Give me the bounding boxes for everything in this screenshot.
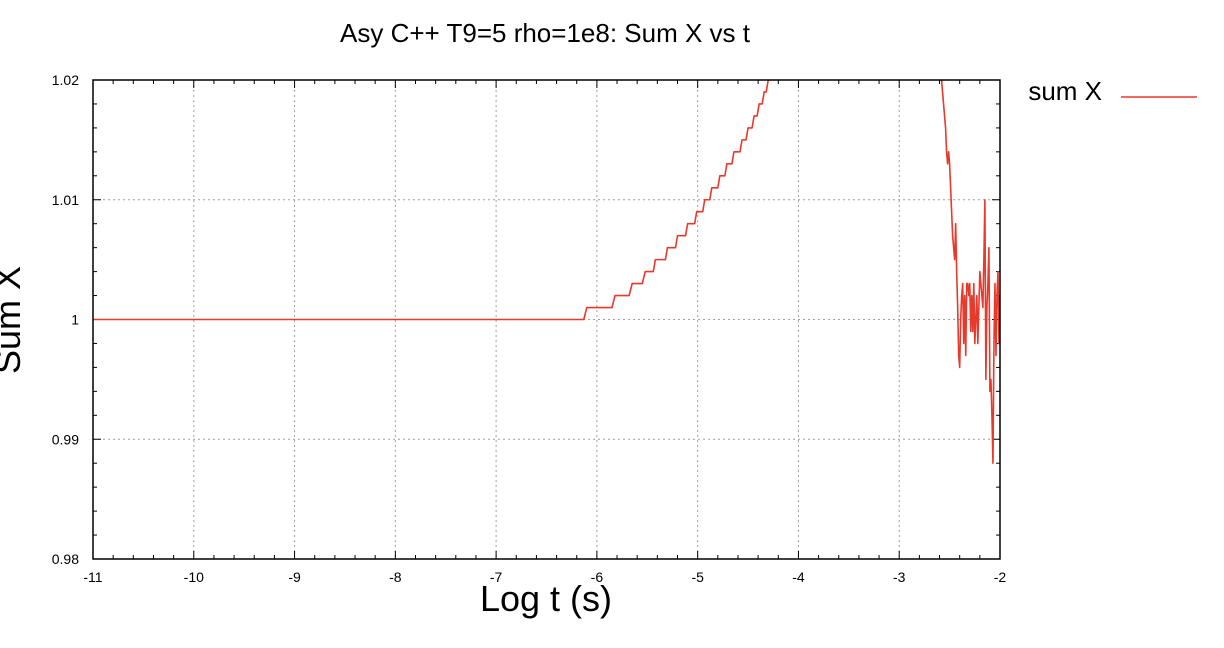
x-axis-label: Log t (s) <box>480 578 612 619</box>
x-tick-label: -9 <box>288 569 301 585</box>
y-axis-label: Sum X <box>0 266 28 374</box>
y-tick-label: 1.02 <box>52 72 79 88</box>
x-tick-label: -3 <box>893 569 906 585</box>
x-tick-label: -6 <box>591 569 604 585</box>
legend-label-sum-x: sum X <box>1028 76 1102 106</box>
legend: sum X <box>1028 76 1197 106</box>
series-layer <box>93 80 1000 464</box>
series-line-sum-x <box>93 80 1000 464</box>
y-tick-label: 1.01 <box>52 192 79 208</box>
x-tick-label: -7 <box>490 569 503 585</box>
x-tick-label: -10 <box>184 569 204 585</box>
y-tick-label: 0.98 <box>52 551 79 567</box>
x-tick-label: -11 <box>83 569 102 585</box>
y-tick-label: 0.99 <box>52 431 79 447</box>
plot-frame <box>92 79 1001 560</box>
chart-title: Asy C++ T9=5 rho=1e8: Sum X vs t <box>340 18 751 48</box>
x-tick-label: -8 <box>389 569 402 585</box>
tick-labels: -11 -10 -9 -8 -7 -6 -5 -4 -3 -2 0.98 0.99 1 1.01 1.02 <box>52 72 1007 585</box>
y-tick-label: 1 <box>71 312 79 328</box>
x-tick-label: -4 <box>792 569 805 585</box>
x-tick-label: -5 <box>691 569 704 585</box>
x-tick-label: -2 <box>994 569 1007 585</box>
